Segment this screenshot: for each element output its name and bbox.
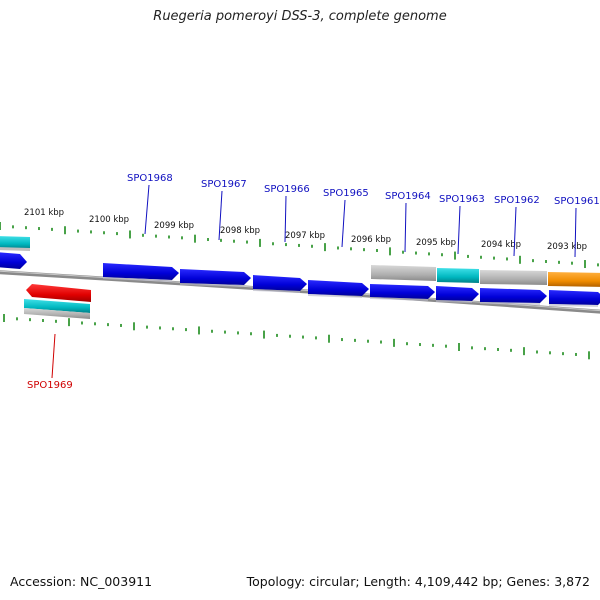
gene-feature-shadow: [0, 247, 30, 251]
gene-feature[interactable]: [0, 236, 30, 249]
gene-feature[interactable]: [24, 299, 90, 313]
gene-label-spo1966[interactable]: SPO1966: [264, 184, 310, 195]
kbp-label: 2094 kbp: [481, 240, 521, 250]
kbp-label: 2096 kbp: [351, 235, 391, 245]
gene-feature[interactable]: [437, 268, 479, 283]
gene-arrow[interactable]: [480, 288, 547, 303]
kbp-label: 2098 kbp: [220, 226, 260, 236]
gene-arrow-highlight[interactable]: [26, 284, 91, 302]
gene-arrow[interactable]: [549, 290, 600, 305]
kbp-label: 2100 kbp: [89, 215, 129, 225]
gene-arrow[interactable]: [370, 284, 435, 299]
gene-label-spo1964[interactable]: SPO1964: [385, 191, 431, 202]
map-title: Ruegeria pomeroyi DSS-3, complete genome: [153, 9, 447, 24]
gene-arrow[interactable]: [253, 275, 307, 291]
gene-feature[interactable]: [24, 308, 90, 319]
upper-feature-lane: [0, 236, 600, 287]
gene-feature[interactable]: [548, 272, 600, 287]
gene-label-spo1965[interactable]: SPO1965: [323, 188, 369, 199]
gene-arrow[interactable]: [0, 252, 27, 269]
gene-label-spo1963[interactable]: SPO1963: [439, 194, 485, 205]
kbp-label: 2097 kbp: [285, 231, 325, 241]
accession-text: Accession: NC_003911: [10, 574, 153, 589]
gene-label-spo1967[interactable]: SPO1967: [201, 179, 247, 190]
gene-arrow[interactable]: [308, 280, 369, 296]
gene-label-spo1962[interactable]: SPO1962: [494, 195, 540, 206]
kbp-label: 2093 kbp: [547, 242, 587, 252]
genome-summary-text: Topology: circular; Length: 4,109,442 bp…: [246, 574, 590, 589]
gene-feature[interactable]: [371, 265, 436, 281]
gene-labels: SPO1968 SPO1967 SPO1966 SPO1965 SPO1964 …: [27, 173, 600, 391]
gene-label-spo1961[interactable]: SPO1961: [554, 196, 600, 207]
gene-feature[interactable]: [480, 270, 547, 285]
outer-tick-row: [0, 222, 599, 269]
forward-gene-lane: [0, 252, 600, 307]
kbp-label: 2095 kbp: [416, 238, 456, 248]
gene-arrow[interactable]: [180, 269, 251, 285]
kbp-scale-labels: 2101 kbp 2100 kbp 2099 kbp 2098 kbp 2097…: [24, 208, 587, 252]
gene-arrow[interactable]: [436, 286, 479, 301]
kbp-label: 2101 kbp: [24, 208, 64, 218]
inner-tick-row: [3, 314, 590, 360]
reverse-feature-lane: [24, 284, 91, 319]
gene-label-spo1968[interactable]: SPO1968: [127, 173, 173, 184]
kbp-label: 2099 kbp: [154, 221, 194, 231]
gene-label-spo1969[interactable]: SPO1969: [27, 380, 73, 391]
gene-label-leaders: [51, 184, 577, 379]
gene-arrow[interactable]: [103, 263, 179, 280]
